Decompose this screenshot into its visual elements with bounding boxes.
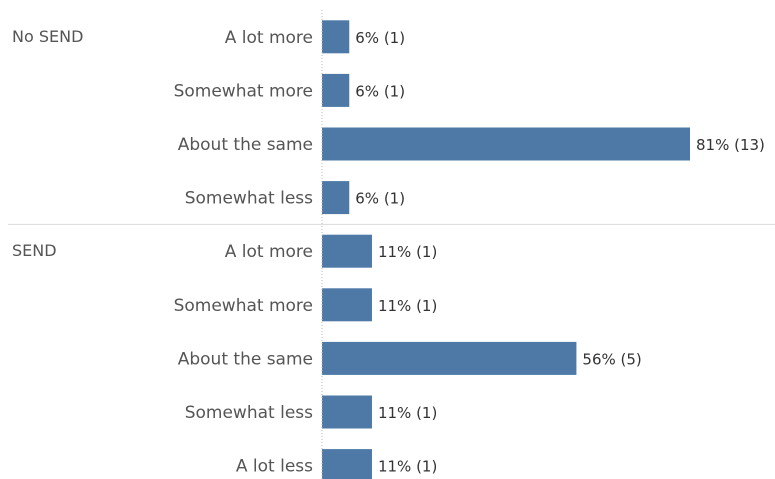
data-label: 6% (1) bbox=[355, 82, 405, 100]
bar bbox=[322, 341, 577, 375]
bar bbox=[322, 127, 690, 161]
category-label: A lot more bbox=[225, 28, 313, 48]
data-label: 11% (1) bbox=[378, 297, 437, 315]
data-label: 56% (5) bbox=[582, 350, 641, 368]
category-label: Somewhat more bbox=[174, 296, 313, 316]
bar bbox=[322, 395, 372, 429]
data-label: 11% (1) bbox=[378, 243, 437, 261]
bar bbox=[322, 449, 372, 479]
category-label: About the same bbox=[178, 135, 313, 155]
category-label: About the same bbox=[178, 349, 313, 369]
group-label: SEND bbox=[12, 241, 57, 260]
category-label: A lot less bbox=[236, 457, 313, 477]
category-label: Somewhat less bbox=[185, 403, 313, 423]
bar bbox=[322, 20, 350, 54]
category-label: A lot more bbox=[225, 242, 313, 262]
bar bbox=[322, 234, 372, 268]
data-label: 81% (13) bbox=[696, 136, 765, 154]
group-label: No SEND bbox=[12, 27, 83, 46]
category-label: Somewhat less bbox=[185, 189, 313, 209]
data-label: 11% (1) bbox=[378, 458, 437, 476]
bar bbox=[322, 73, 350, 107]
bar bbox=[322, 288, 372, 322]
category-label: Somewhat more bbox=[174, 81, 313, 101]
bar bbox=[322, 181, 350, 215]
data-label: 11% (1) bbox=[378, 404, 437, 422]
data-label: 6% (1) bbox=[355, 29, 405, 47]
data-label: 6% (1) bbox=[355, 190, 405, 208]
